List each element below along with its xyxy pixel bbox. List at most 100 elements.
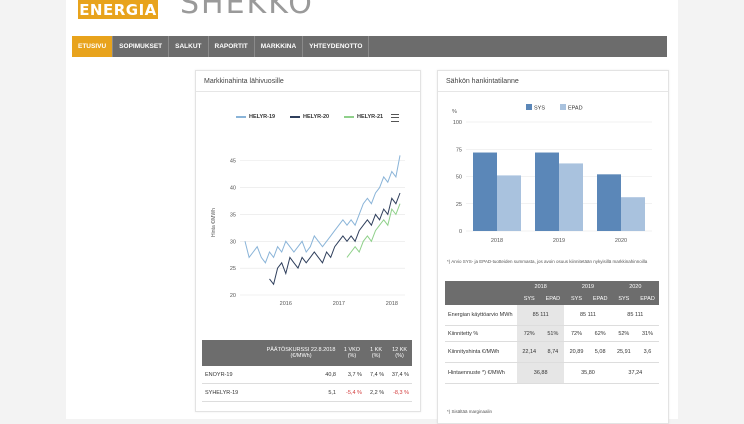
bar-sys-2018 <box>473 152 497 231</box>
bar-sys-2019 <box>535 152 559 231</box>
table-cell: 37,4 % <box>387 366 412 384</box>
table-cell: 52% <box>611 325 637 342</box>
legend-label-sys: SYS <box>534 106 545 112</box>
y-tick-label: 25 <box>230 266 236 272</box>
legend-label-helyr19: HELYR-19 <box>249 114 276 120</box>
table-header-cell: EPAD <box>541 293 565 305</box>
table-cell: 7,4 % <box>364 366 388 384</box>
legend-swatch-helyr19 <box>236 116 246 118</box>
main-nav: ETUSIVU SOPIMUKSET SALKUT RAPORTIT MARKK… <box>72 36 667 57</box>
y-tick-label: 20 <box>230 293 236 299</box>
chart-note: *) Arvio SYS- ja EPAD-tuotteiden summast… <box>447 259 648 264</box>
y-tick-label: 30 <box>230 239 236 245</box>
table-cell: 85 111 <box>517 305 565 326</box>
table-header-cell: SYS <box>611 293 637 305</box>
table-cell: 25,91 <box>611 341 637 363</box>
table-cell: 8,74 <box>541 341 565 363</box>
table-header-cell: PÄÄTÖSKURSSI 22.8.2018 (€/MWh) <box>263 340 339 366</box>
legend-swatch-helyr21 <box>344 116 354 118</box>
y-tick-label: 50 <box>456 175 462 181</box>
bar-sys-2020 <box>597 174 621 231</box>
logo-badge[interactable]: ENERGIA <box>78 0 158 19</box>
table-header-cell: 2019 <box>564 281 612 293</box>
legend-helyr19[interactable]: HELYR-19 <box>236 114 275 120</box>
chart-menu-icon[interactable] <box>391 114 399 122</box>
bar-epad-2019 <box>559 163 583 231</box>
table-cell: 72% <box>517 325 542 342</box>
table-cell: 20,89 <box>564 341 589 363</box>
table-header-cell: 1 KK (%) <box>364 340 388 366</box>
table-header-cell: 12 KK (%) <box>387 340 412 366</box>
logo-word: SHEKKO <box>180 0 314 21</box>
table-header-cell: 2018 <box>517 281 565 293</box>
y-tick-label: 45 <box>230 159 236 165</box>
table-cell: 22,14 <box>517 341 542 363</box>
x-tick-label: 2019 <box>553 238 565 244</box>
table-cell: 35,80 <box>564 362 612 384</box>
table-header-cell: EPAD <box>588 293 612 305</box>
table-header-cell: 1 VKO (%) <box>339 340 365 366</box>
x-tick-label: 2018 <box>386 301 398 307</box>
table-cell: 40,8 <box>263 366 339 384</box>
table-cell: 62% <box>588 325 612 342</box>
table-header-cell <box>202 340 263 366</box>
nav-item-raportit[interactable]: RAPORTIT <box>209 36 255 57</box>
table-cell: 5,08 <box>588 341 612 363</box>
legend-swatch-helyr20 <box>290 116 300 118</box>
x-tick-label: 2020 <box>615 238 627 244</box>
table-cell: 36,88 <box>517 362 565 384</box>
nav-item-markkina[interactable]: MARKKINA <box>255 36 304 57</box>
table-cell: 85 111 <box>611 305 659 326</box>
panel-divider <box>196 91 420 92</box>
line-chart: 20 25 30 35 40 45 Hinta €/MWh 2016 2017 2018 <box>211 155 405 307</box>
nav-item-yhteydenotto[interactable]: YHTEYDENOTTO <box>303 36 370 57</box>
legend-helyr20[interactable]: HELYR-20 <box>290 114 329 120</box>
table-row: Energian käyttöarvio MWh 85 111 85 111 8… <box>445 305 659 326</box>
nav-item-etusivu[interactable]: ETUSIVU <box>72 36 114 57</box>
table-cell: 31% <box>636 325 659 342</box>
bar-epad-2020 <box>621 197 645 231</box>
table-cell: 3,7 % <box>339 366 365 384</box>
table-cell: 3,6 <box>636 341 659 363</box>
y-axis-label: Hinta €/MWh <box>211 208 217 237</box>
legend-helyr21[interactable]: HELYR-21 <box>344 114 383 120</box>
series-line-helyr-19 <box>244 155 401 264</box>
table-cell: 51% <box>541 325 565 342</box>
table-cell: 2,2 % <box>364 383 388 402</box>
table-header-cell <box>445 293 517 305</box>
nav-item-salkut[interactable]: SALKUT <box>169 36 209 57</box>
table-row: Kiinnityshinta €/MWh 22,14 8,74 20,89 5,… <box>445 341 659 363</box>
table-cell: 72% <box>564 325 589 342</box>
table-header-cell: SYS <box>564 293 589 305</box>
y-tick-label: 75 <box>456 147 462 153</box>
table-cell: ENOYR-19 <box>202 366 263 384</box>
y-tick-label: 35 <box>230 212 236 218</box>
table-header-row: PÄÄTÖSKURSSI 22.8.2018 (€/MWh) 1 VKO (%)… <box>202 340 412 366</box>
table-row-label: Kiinnityshinta €/MWh <box>445 341 517 363</box>
table-header-cell: 2020 <box>611 281 659 293</box>
panel-divider <box>438 91 668 92</box>
market-price-title: Markkinahinta lähivuosille <box>204 78 284 85</box>
table-row: Hintaennuste *) €/MWh 36,88 35,80 37,24 <box>445 362 659 384</box>
legend-label-helyr20: HELYR-20 <box>303 114 330 120</box>
table-row: Kiinnitetty % 72% 51% 72% 62% 52% 31% <box>445 325 659 342</box>
y-tick-label: 100 <box>453 120 462 126</box>
legend-label-helyr21: HELYR-21 <box>357 114 384 120</box>
table-row-label: Hintaennuste *) €/MWh <box>445 362 517 384</box>
table-header-cell: EPAD <box>636 293 659 305</box>
series-line-helyr-20 <box>269 192 401 286</box>
series-line-helyr-21 <box>346 203 401 258</box>
procurement-table: 2018 2019 2020 SYS EPAD SYS EPAD SYS EPA… <box>445 281 659 384</box>
table-footnote: *) Sisältää marginaalin <box>447 409 493 414</box>
bar-epad-2018 <box>497 175 521 231</box>
table-row-label: Kiinnitetty % <box>445 325 517 342</box>
legend-swatch-epad <box>560 104 566 110</box>
legend-label-epad: EPAD <box>568 106 583 112</box>
y-axis-label: % <box>452 109 457 115</box>
nav-item-sopimukset[interactable]: SOPIMUKSET <box>113 36 170 57</box>
table-cell: 85 111 <box>564 305 612 326</box>
table-row: SYHELYR-19 5,1 -5,4 % 2,2 % -8,3 % <box>202 383 412 402</box>
x-tick-label: 2016 <box>280 301 292 307</box>
y-tick-label: 40 <box>230 186 236 192</box>
x-tick-label: 2017 <box>333 301 345 307</box>
